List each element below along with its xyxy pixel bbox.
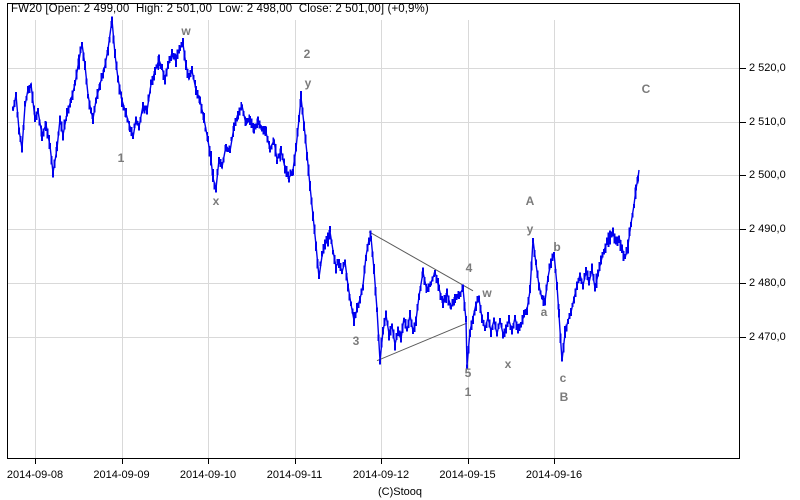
- y-axis-label: 2 510,0: [749, 115, 786, 128]
- wave-label-3: 3: [352, 334, 360, 348]
- wave-label-b: b: [553, 240, 561, 254]
- y-axis-label: 2 500,0: [749, 169, 786, 182]
- x-axis-label: 2014-09-10: [179, 469, 237, 481]
- wave-label-x: x: [504, 357, 512, 371]
- y-axis-label: 2 490,0: [749, 223, 786, 236]
- wave-label-w: w: [482, 286, 492, 300]
- y-axis-label: 2 520,0: [749, 62, 786, 74]
- chart-title-ohlc: FW20 [Open: 2 499,00 High: 2 501,00 Low:…: [11, 3, 429, 15]
- wave-label-c: c: [559, 371, 567, 385]
- wave-label-x: x: [212, 194, 220, 208]
- wave-label-5: 5: [464, 366, 472, 380]
- triangle-trendline: [368, 231, 474, 292]
- wave-label-A: A: [525, 194, 535, 208]
- x-axis-label: 2014-09-11: [266, 469, 323, 481]
- wave-label-a: a: [540, 305, 548, 319]
- price-intraday-bars: [12, 16, 639, 370]
- wave-label-C: C: [641, 82, 651, 96]
- wave-label-1: 1: [464, 385, 472, 399]
- y-axis-label: 2 470,0: [749, 330, 786, 343]
- x-axis-label: 2014-09-08: [6, 469, 64, 481]
- stooq-watermark: (C)Stooq: [377, 486, 423, 498]
- wave-label-w: w: [181, 24, 191, 38]
- wave-label-4: 4: [465, 261, 473, 275]
- x-axis-label: 2014-09-15: [439, 469, 496, 481]
- wave-label-2: 2: [303, 47, 311, 61]
- wave-label-B: B: [559, 390, 569, 404]
- x-axis-label: 2014-09-09: [93, 469, 150, 481]
- wave-label-y: y: [304, 76, 312, 90]
- x-axis-label: 2014-09-12: [352, 469, 410, 481]
- wave-label-y: y: [526, 222, 534, 236]
- y-axis-label: 2 480,0: [749, 276, 786, 289]
- wave-label-1: 1: [117, 151, 125, 165]
- triangle-trendline: [376, 322, 468, 362]
- x-axis-label: 2014-09-16: [525, 469, 583, 481]
- plot-frame: [7, 3, 740, 459]
